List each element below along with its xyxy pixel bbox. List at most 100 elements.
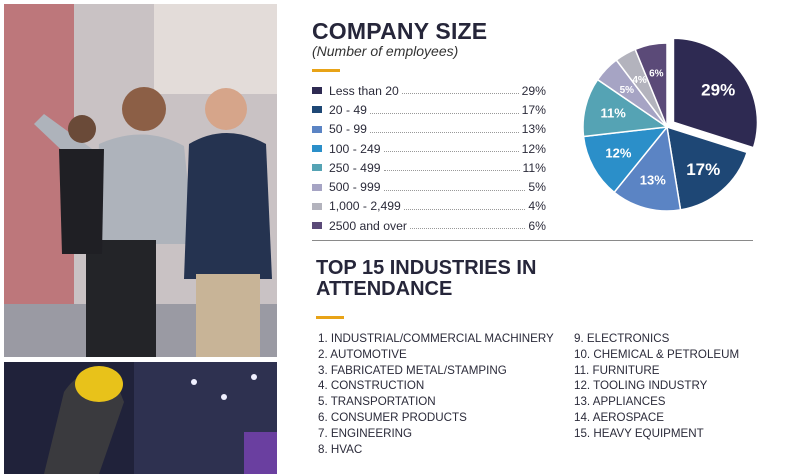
accent-bar (312, 69, 340, 72)
legend-swatch (312, 164, 322, 172)
industry-rank: 3. (318, 363, 328, 377)
legend-value: 29% (521, 83, 546, 98)
industries-list-left: 1. INDUSTRIAL/COMMERCIAL MACHINERY 2. AUT… (318, 332, 554, 458)
industry-item: 12. TOOLING INDUSTRY (574, 379, 739, 395)
legend-swatch (312, 145, 322, 153)
industry-rank: 8. (318, 442, 328, 456)
industry-rank: 13. (574, 395, 591, 409)
legend-row: 100 - 249 12% (312, 139, 546, 158)
legend-row: 50 - 99 13% (312, 120, 546, 139)
industry-name: AUTOMOTIVE (330, 347, 407, 361)
legend-label: Less than 20 (329, 83, 399, 98)
industry-rank: 11. (574, 363, 590, 377)
legend-swatch (312, 125, 322, 133)
industry-name: TRANSPORTATION (330, 395, 436, 409)
legend-row: 500 - 999 5% (312, 177, 546, 196)
industry-rank: 9. (574, 332, 584, 345)
legend-row: Less than 20 29% (312, 81, 546, 100)
industry-item: 11. FURNITURE (574, 364, 739, 380)
leader-dots (383, 170, 520, 172)
company-size-pie-chart: 29% 17% 13% 12% 11% 5%4%6% (582, 37, 759, 212)
pie-slice (613, 125, 682, 212)
legend-swatch (312, 106, 322, 114)
legend-value: 17% (521, 102, 546, 117)
legend-value: 5% (528, 180, 546, 195)
legend-swatch (312, 222, 322, 230)
industry-item: 4. CONSTRUCTION (318, 379, 554, 395)
legend-label: 500 - 999 (329, 180, 381, 195)
industry-rank: 10. (574, 347, 591, 361)
pie-slice (634, 42, 668, 128)
industry-name: ENGINEERING (330, 426, 413, 440)
industry-rank: 5. (318, 395, 328, 409)
pie-slice-label: 4% (632, 75, 647, 86)
pie-slice (666, 125, 748, 211)
accent-bar (316, 316, 344, 319)
industry-rank: 14. (574, 410, 591, 424)
leader-dots (383, 151, 519, 153)
pie-slice-label: 29% (701, 81, 735, 100)
pie-slice-label: 11% (601, 106, 627, 121)
industry-name: CONSTRUCTION (330, 379, 425, 393)
industry-name: TOOLING INDUSTRY (593, 379, 708, 393)
industry-item: 7. ENGINEERING (318, 427, 554, 443)
industry-item: 15. HEAVY EQUIPMENT (574, 427, 739, 443)
industry-name: INDUSTRIAL/COMMERCIAL MACHINERY (330, 332, 554, 345)
pie-slice (672, 37, 759, 149)
company-size-legend: Less than 20 29% 20 - 49 17% 50 - 99 13% 10… (312, 81, 546, 235)
leader-dots (383, 189, 526, 191)
legend-value: 12% (521, 141, 546, 156)
industry-item: 10. CHEMICAL & PETROLEUM (574, 348, 739, 364)
legend-row: 2500 and over 6% (312, 216, 546, 235)
industry-name: APPLIANCES (592, 395, 666, 409)
legend-row: 250 - 499 11% (312, 158, 546, 177)
legend-value: 4% (528, 199, 546, 214)
industry-item: 5. TRANSPORTATION (318, 395, 554, 411)
industry-name: HVAC (330, 442, 363, 456)
industry-rank: 4. (318, 379, 328, 393)
pie-slice-label: 12% (605, 146, 631, 161)
industry-item: 6. CONSUMER PRODUCTS (318, 411, 554, 427)
legend-label: 100 - 249 (329, 141, 381, 156)
legend-label: 50 - 99 (329, 122, 367, 137)
industry-name: CHEMICAL & PETROLEUM (593, 347, 740, 361)
leader-dots (409, 228, 526, 230)
legend-value: 11% (522, 160, 547, 175)
legend-swatch (312, 183, 322, 191)
industries-list-right: 9. ELECTRONICS 10. CHEMICAL & PETROLEUM 11… (574, 332, 739, 443)
industry-item: 8. HVAC (318, 443, 554, 459)
industry-item: 3. FABRICATED METAL/STAMPING (318, 364, 554, 380)
industry-name: FURNITURE (592, 363, 660, 377)
industry-name: AEROSPACE (592, 410, 665, 424)
leader-dots (369, 131, 519, 133)
industry-rank: 1. (318, 332, 328, 345)
legend-label: 1,000 - 2,499 (329, 199, 401, 214)
trade-show-photo (4, 4, 277, 357)
pie-slice-label: 17% (686, 160, 720, 179)
pie-slice-label: 6% (649, 69, 664, 80)
legend-swatch (312, 202, 322, 210)
pie-slice-label: 5% (620, 85, 635, 96)
leader-dots (403, 209, 526, 211)
legend-label: 250 - 499 (329, 160, 381, 175)
legend-value: 6% (528, 218, 546, 233)
industry-item: 2. AUTOMOTIVE (318, 348, 554, 364)
legend-value: 13% (521, 122, 546, 137)
industry-rank: 7. (318, 426, 328, 440)
industry-item: 1. INDUSTRIAL/COMMERCIAL MACHINERY (318, 332, 554, 348)
section-divider (312, 240, 753, 241)
industry-item: 13. APPLIANCES (574, 395, 739, 411)
industry-name: HEAVY EQUIPMENT (593, 426, 704, 440)
legend-row: 1,000 - 2,499 4% (312, 197, 546, 216)
industry-item: 14. AEROSPACE (574, 411, 739, 427)
industry-name: ELECTRONICS (586, 332, 670, 345)
machinery-photo (4, 362, 277, 474)
leader-dots (369, 112, 519, 114)
industries-title: TOP 15 INDUSTRIES IN ATTENDANCE (316, 257, 537, 300)
industry-rank: 12. (574, 379, 591, 393)
industry-name: CONSUMER PRODUCTS (330, 410, 467, 424)
pie-slice (582, 126, 669, 194)
industry-name: FABRICATED METAL/STAMPING (330, 363, 507, 377)
industry-rank: 2. (318, 347, 328, 361)
legend-swatch (312, 87, 322, 95)
